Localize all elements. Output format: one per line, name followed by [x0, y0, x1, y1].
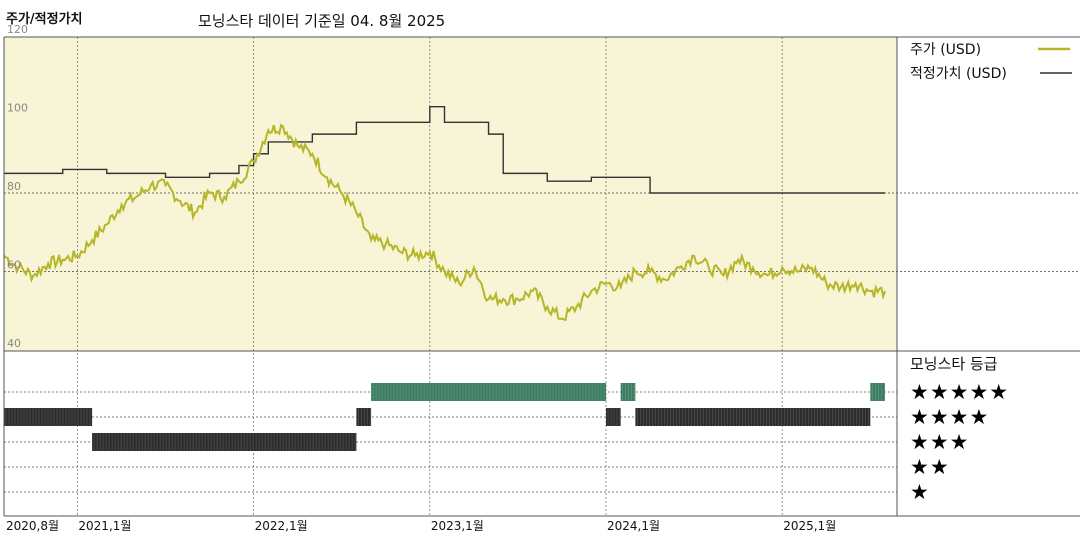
- x-tick-label: 2020,8월: [6, 519, 59, 533]
- y-tick-label: 100: [7, 102, 28, 115]
- rating-band-fill: [870, 383, 885, 401]
- legend-fair-value-label: 적정가치 (USD): [910, 66, 1007, 82]
- rating-band-fill: [92, 433, 357, 451]
- price-line: [3, 123, 886, 322]
- x-tick-label: 2023,1월: [431, 519, 484, 533]
- rating-band-fill: [635, 408, 871, 426]
- rating-1-star: ★: [910, 480, 930, 504]
- rating-legend-title: 모닝스타 등급: [910, 355, 998, 373]
- rating-band-3-stars: [92, 433, 357, 451]
- rating-band-5-stars: [371, 383, 607, 401]
- x-tick-label: 2024,1월: [607, 519, 660, 533]
- rating-band-4-stars: [635, 408, 871, 426]
- rating-band-5-stars: [870, 383, 885, 401]
- upper-plot-background: [4, 37, 897, 351]
- y-tick-label: 80: [7, 180, 21, 193]
- chart-title: 주가/적정가치: [6, 12, 83, 27]
- legend-price-label: 주가 (USD): [910, 42, 981, 58]
- y-axis-ticks: 40 60 80 100 120: [7, 23, 28, 350]
- rating-4-stars: ★★★★: [910, 405, 989, 429]
- rating-band-4-stars: [4, 408, 93, 426]
- rating-band-fill: [356, 408, 372, 426]
- x-tick-label: 2025,1월: [783, 519, 836, 533]
- rating-2-stars: ★★: [910, 455, 950, 479]
- y-tick-label: 60: [7, 259, 21, 272]
- rating-band-5-stars: [620, 383, 636, 401]
- y-tick-label: 120: [7, 23, 28, 36]
- rating-band-fill: [606, 408, 621, 426]
- rating-band-fill: [4, 408, 93, 426]
- x-tick-label: 2022,1월: [255, 519, 308, 533]
- rating-band-fill: [371, 383, 607, 401]
- rating-3-stars: ★★★: [910, 430, 969, 454]
- y-tick-label: 40: [7, 337, 21, 350]
- rating-bands: [4, 383, 885, 451]
- rating-5-stars: ★★★★★: [910, 380, 1009, 404]
- rating-band-fill: [620, 383, 636, 401]
- rating-band-4-stars: [606, 408, 621, 426]
- x-tick-label: 2021,1월: [78, 519, 131, 533]
- rating-band-4-stars: [356, 408, 372, 426]
- x-axis-ticks: 2020,8월 2021,1월 2022,1월 2023,1월 2024,1월 2025,…: [6, 519, 836, 533]
- fair-value-line: [4, 105, 885, 194]
- data-date-caption: 모닝스타 데이터 기준일 04. 8월 2025: [198, 12, 446, 30]
